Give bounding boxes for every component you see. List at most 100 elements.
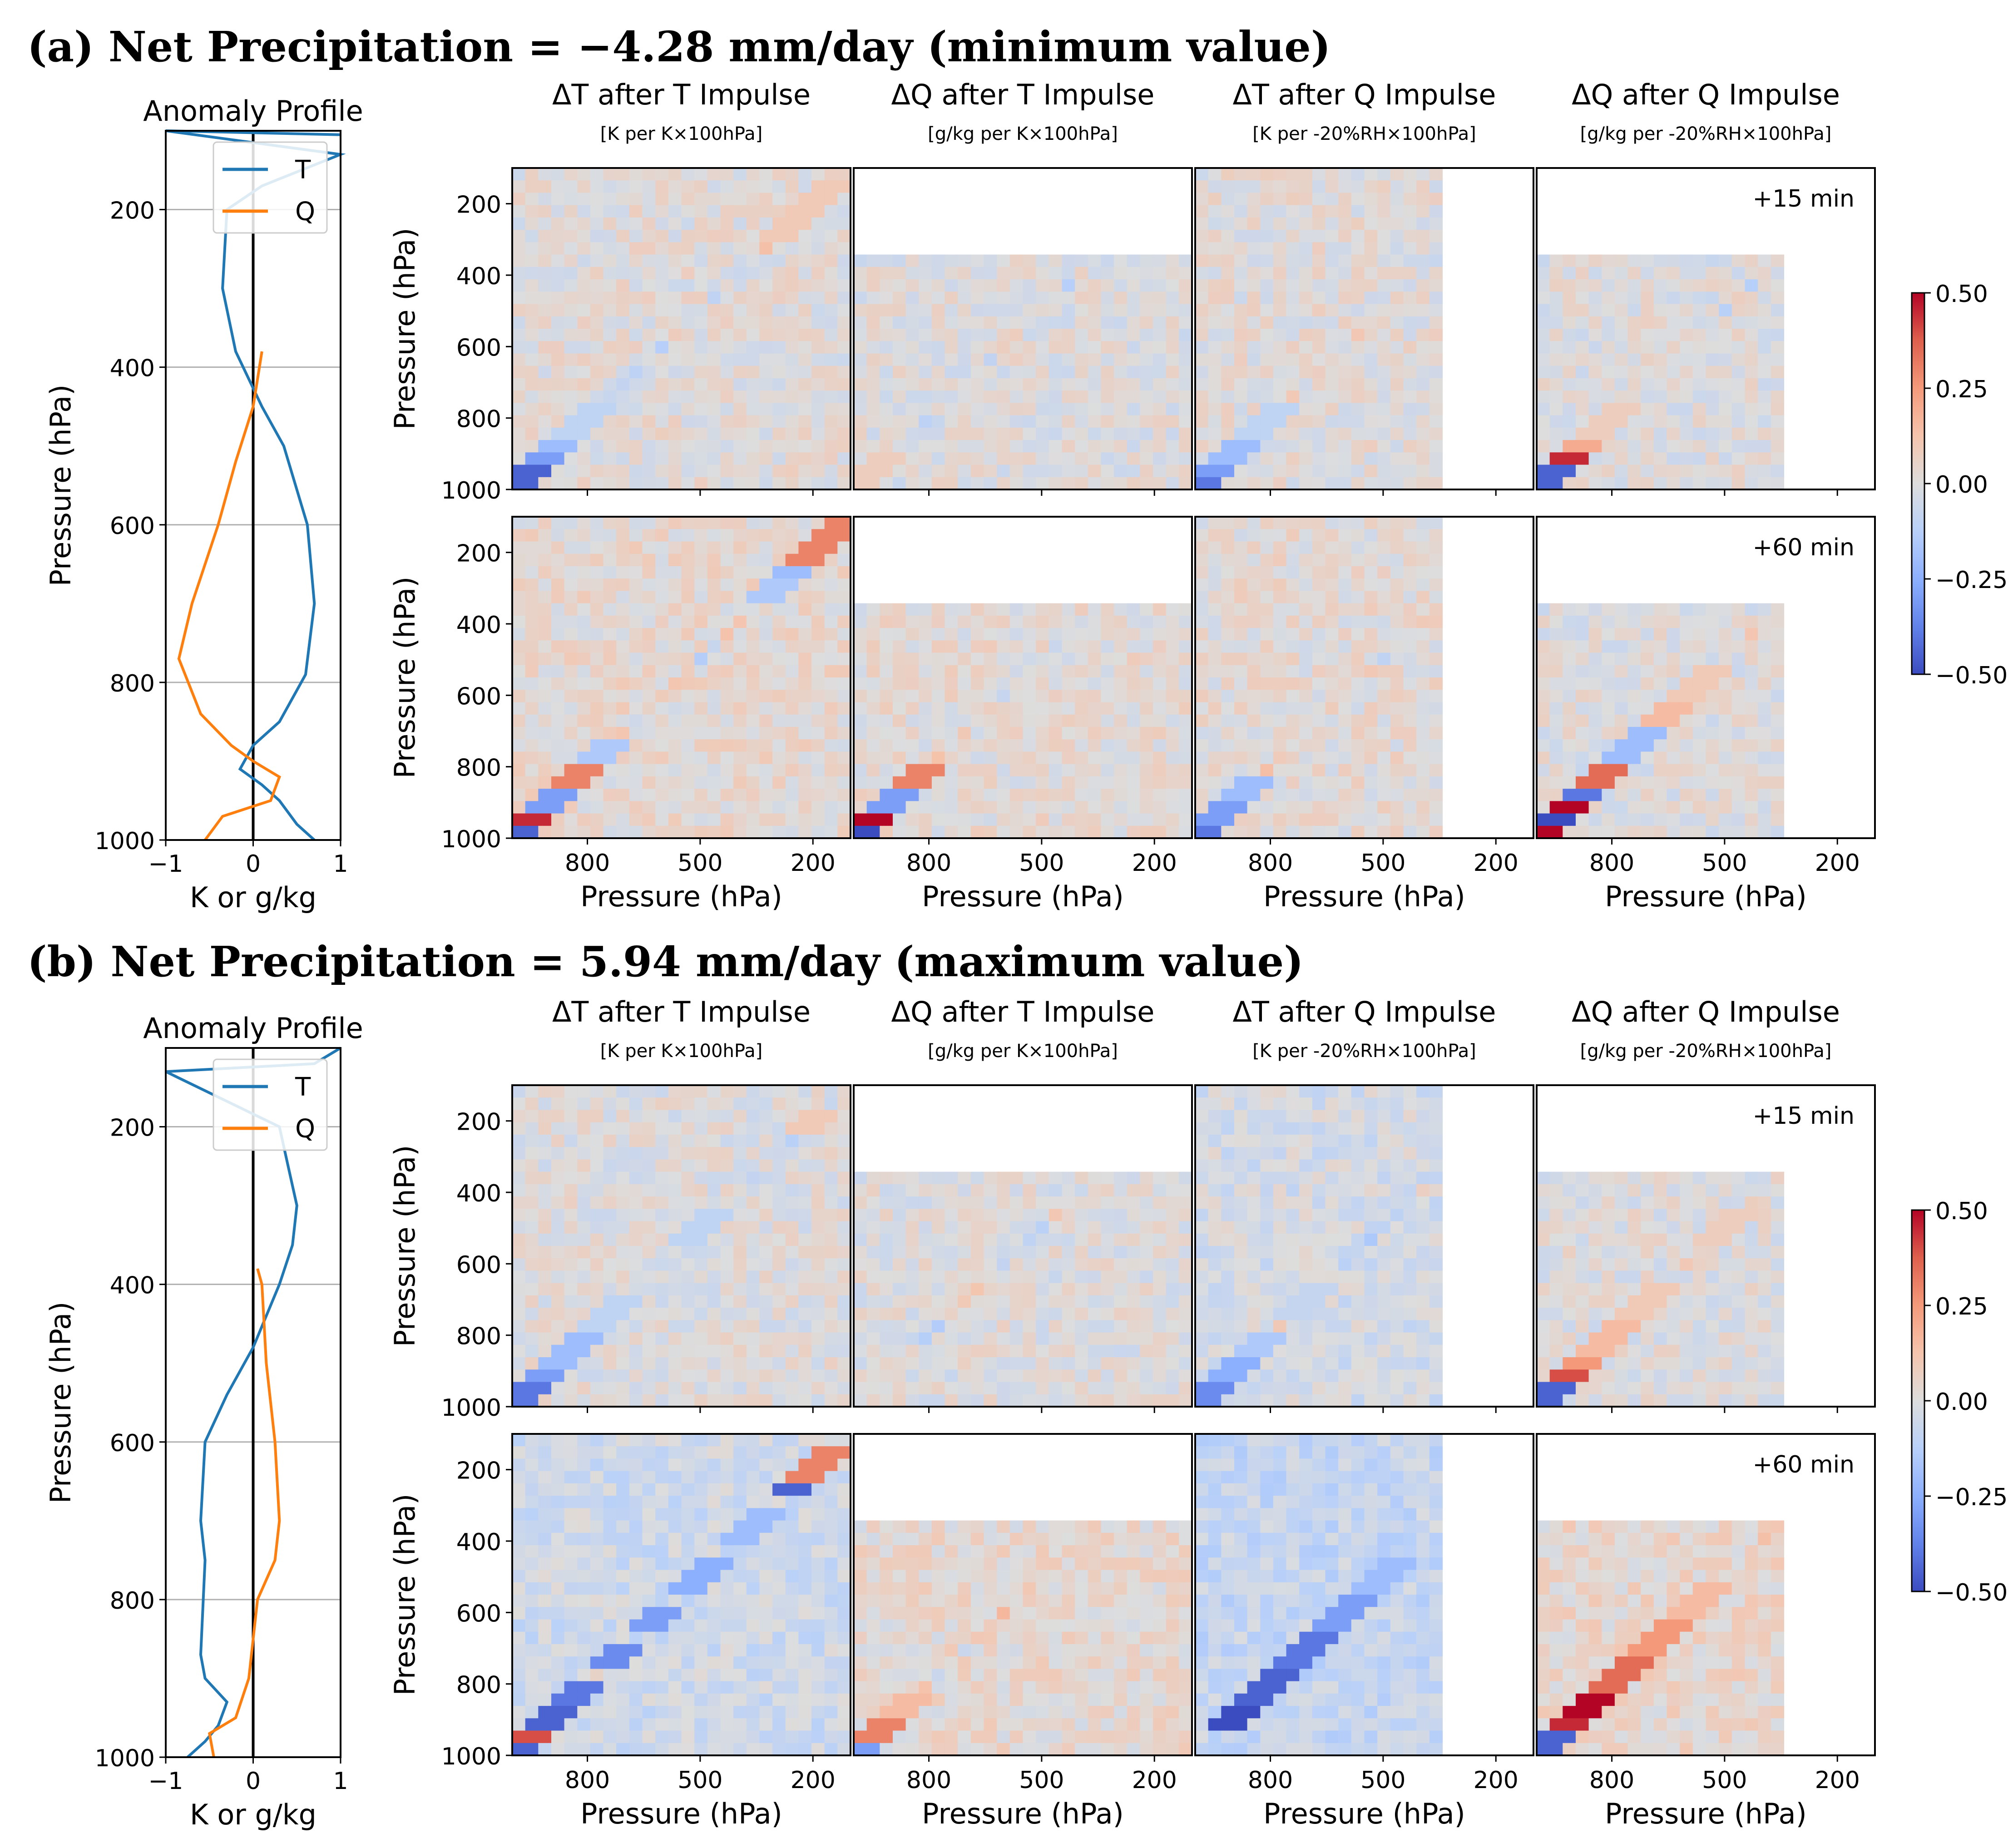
heatmap-cell	[905, 390, 919, 403]
heatmap-cell	[655, 464, 669, 478]
heatmap-cell	[1706, 714, 1719, 727]
heatmap-cell	[603, 205, 617, 218]
heatmap-cell	[837, 1110, 851, 1123]
heatmap-cell	[1140, 329, 1153, 341]
heatmap-cell	[798, 566, 812, 579]
heatmap-cell	[707, 1344, 721, 1358]
heatmap-cell	[616, 1258, 630, 1271]
heatmap-cell	[798, 304, 812, 317]
heatmap-cell	[1771, 640, 1785, 653]
heatmap-cell	[1049, 316, 1063, 329]
heatmap-cell	[538, 242, 552, 255]
heatmap-cell	[720, 801, 734, 814]
heatmap-cell	[707, 529, 721, 542]
heatmap-cell	[681, 739, 695, 752]
heatmap-cell	[629, 1196, 643, 1209]
heatmap-cell	[1416, 230, 1430, 242]
heatmap-cell	[551, 341, 565, 354]
heatmap-cell	[1049, 801, 1063, 814]
heatmap-cell	[746, 366, 760, 379]
heatmap-cell	[1312, 541, 1326, 554]
heatmap-cell	[1299, 427, 1313, 440]
heatmap-cell	[1140, 726, 1153, 740]
heatmap-cell	[1680, 801, 1693, 814]
heatmap-cell	[681, 1097, 695, 1110]
heatmap-cell	[720, 440, 734, 453]
heatmap-cell	[1260, 267, 1274, 280]
heatmap-cell	[1680, 677, 1693, 690]
heatmap-cell	[1416, 566, 1430, 579]
heatmap-cell	[854, 403, 867, 416]
heatmap-cell	[1114, 776, 1128, 789]
heatmap-cell	[668, 1159, 682, 1172]
heatmap-cell	[668, 366, 682, 379]
heatmap-cell	[512, 279, 526, 292]
heatmap-cell	[1127, 304, 1140, 317]
heatmap-cell	[1247, 665, 1261, 678]
heatmap-cell	[893, 329, 906, 341]
heatmap-cell	[655, 1159, 669, 1172]
heatmap-cell	[1416, 390, 1430, 403]
heatmap-cell	[1247, 464, 1261, 478]
heatmap-cell	[525, 477, 539, 490]
heatmap-cell	[772, 168, 786, 181]
heatmap-cell	[512, 464, 526, 478]
heatmap-cell	[759, 267, 773, 280]
heatmap-cell	[798, 591, 812, 604]
heatmap-cell	[772, 254, 786, 267]
heatmap-cell	[866, 603, 880, 616]
heatmap-cell	[1364, 739, 1378, 752]
heatmap-cell	[707, 702, 721, 715]
heatmap-cell	[603, 1085, 617, 1098]
heatmap-cell	[1062, 254, 1075, 267]
heatmap-cell	[1771, 751, 1785, 765]
heatmap-cell	[629, 702, 643, 715]
heatmap-cell	[551, 652, 565, 666]
heatmap-cell	[590, 677, 604, 690]
heatmap-cell	[1075, 1171, 1088, 1185]
heatmap-cell	[564, 1320, 578, 1333]
heatmap-cell	[629, 378, 643, 391]
heatmap-cell	[1062, 341, 1075, 354]
heatmap-cell	[931, 329, 945, 341]
heatmap-cell	[772, 541, 786, 554]
heatmap-cell	[984, 316, 997, 329]
heatmap-cell	[655, 1357, 669, 1370]
heatmap-cell	[551, 403, 565, 416]
heatmap-cell	[1075, 279, 1088, 292]
heatmap-cell	[733, 825, 747, 839]
heatmap-cell	[1101, 739, 1114, 752]
heatmap-cell	[1403, 690, 1417, 702]
heatmap-cell	[1208, 714, 1222, 727]
heatmap-cell	[1325, 390, 1339, 403]
heatmap-cell	[1731, 304, 1746, 317]
heatmap-cell	[1403, 193, 1417, 206]
heatmap-cell	[945, 776, 958, 789]
heatmap-cell	[1325, 378, 1339, 391]
heatmap-cell	[525, 217, 539, 230]
heatmap-cell	[893, 739, 906, 752]
profile-series-Q	[177, 351, 281, 841]
heatmap-cell	[1745, 254, 1758, 267]
heatmap-cell	[1576, 739, 1589, 752]
heatmap-cell	[997, 353, 1010, 366]
heatmap-cell	[785, 541, 799, 554]
heatmap-cell	[1403, 180, 1417, 193]
heatmap-cell	[1377, 665, 1391, 678]
heatmap-cell	[642, 1246, 656, 1259]
heatmap-cell	[603, 1283, 617, 1296]
heatmap-cell	[1429, 329, 1443, 341]
heatmap-cell	[837, 292, 851, 305]
heatmap-cell	[720, 578, 734, 591]
heatmap-cell	[733, 193, 747, 206]
heatmap-cell	[1075, 390, 1088, 403]
heatmap-cell	[1771, 366, 1785, 379]
heatmap-cell	[681, 591, 695, 604]
heatmap-cell	[577, 366, 591, 379]
heatmap-cell	[746, 341, 760, 354]
heatmap-cell	[1403, 726, 1417, 740]
heatmap-cell	[681, 1147, 695, 1160]
heatmap-cell	[798, 378, 812, 391]
heatmap-cell	[603, 751, 617, 765]
heatmap-cell	[1114, 304, 1128, 317]
